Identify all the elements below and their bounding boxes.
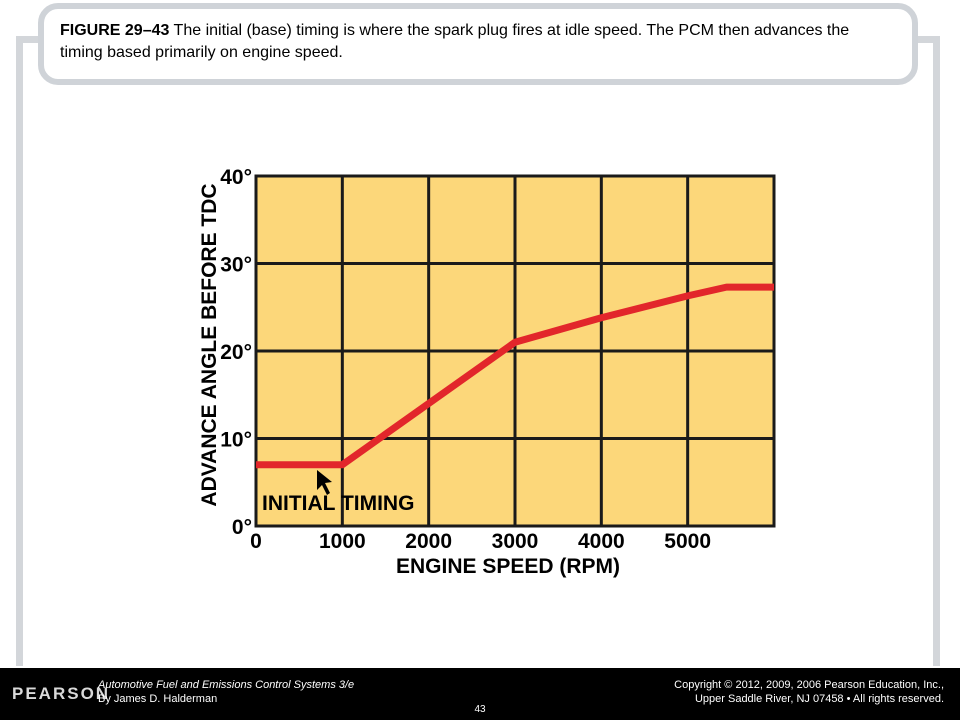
slide-frame (16, 36, 940, 666)
y-tick-label: 30° (220, 254, 252, 277)
x-tick-label: 2000 (405, 530, 452, 553)
book-info: Automotive Fuel and Emissions Control Sy… (98, 678, 354, 706)
x-tick-label: 5000 (664, 530, 711, 553)
y-tick-label: 10° (220, 429, 252, 452)
arrow-icon (317, 470, 332, 495)
grid-lines (256, 176, 774, 526)
pearson-logo: PEARSON (12, 684, 111, 703)
footer-bar: PEARSON Automotive Fuel and Emissions Co… (0, 668, 960, 720)
caption-box: FIGURE 29–43 The initial (base) timing i… (38, 3, 918, 85)
annotation-initial-timing: INITIAL TIMING (262, 492, 414, 515)
page-number: 43 (474, 704, 486, 715)
y-tick-label: 0° (232, 516, 252, 539)
figure-caption: FIGURE 29–43 The initial (base) timing i… (60, 20, 896, 64)
caption-text: The initial (base) timing is where the s… (60, 22, 850, 61)
y-axis-label: ADVANCE ANGLE BEFORE TDC (198, 183, 221, 506)
x-tick-label: 4000 (578, 530, 625, 553)
timing-curve (256, 283, 774, 469)
y-tick-labels: 0° 10° 20° 30° 40° (220, 166, 252, 539)
book-title: Automotive Fuel and Emissions Control Sy… (98, 679, 355, 691)
y-tick-label: 20° (220, 341, 252, 364)
x-tick-label: 0 (250, 530, 262, 553)
x-tick-labels: 0 1000 2000 3000 4000 5000 (250, 530, 711, 553)
y-tick-label: 40° (220, 166, 252, 189)
x-tick-label: 1000 (319, 530, 366, 553)
x-axis-label: ENGINE SPEED (RPM) (396, 555, 620, 578)
copyright-line-1: Copyright © 2012, 2009, 2006 Pearson Edu… (674, 679, 944, 691)
x-tick-label: 3000 (492, 530, 539, 553)
copyright: Copyright © 2012, 2009, 2006 Pearson Edu… (674, 678, 944, 706)
author: By James D. Halderman (98, 693, 218, 705)
figure-label: FIGURE 29–43 (60, 22, 170, 39)
copyright-line-2: Upper Saddle River, NJ 07458 • All right… (694, 693, 944, 705)
